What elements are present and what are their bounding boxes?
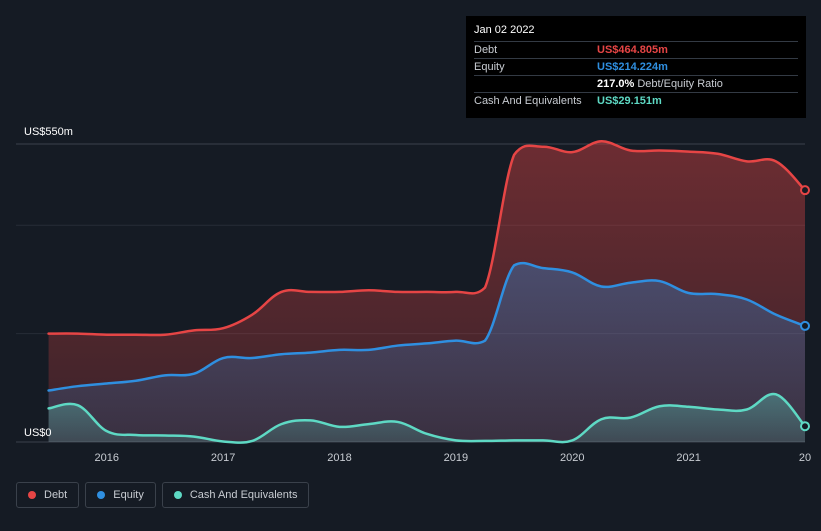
cash-end-marker [800, 421, 810, 432]
y-tick-label: US$0 [24, 427, 52, 439]
legend-item-debt[interactable]: Debt [16, 482, 80, 508]
tooltip-debt-value: US$464.805m [597, 44, 668, 56]
tooltip-row-debt: Debt US$464.805m [474, 41, 798, 59]
debt-line [47, 140, 807, 337]
legend-item-equity[interactable]: Equity [85, 482, 156, 508]
tooltip-date: Jan 02 2022 [474, 24, 535, 36]
x-tick-label: 2021 [676, 452, 700, 464]
chart-legend: Debt Equity Cash And Equivalents [16, 482, 310, 510]
tooltip-label: Debt [474, 44, 498, 56]
legend-label-equity: Equity [113, 489, 144, 501]
series-areas [48, 141, 805, 443]
tooltip-label: Equity [474, 61, 505, 73]
end-markers [800, 185, 810, 432]
cash-line [47, 392, 807, 444]
debt-end-marker [800, 185, 810, 196]
legend-label-debt: Debt [44, 489, 68, 501]
equity-line [47, 261, 807, 392]
axes: US$550m US$0 2016 2017 2018 2019 2020 2021 20 [24, 126, 811, 464]
tooltip-row-cash: Cash And Equivalents US$29.151m [474, 92, 798, 110]
equity-end-marker [800, 320, 810, 331]
tooltip-equity-value: US$214.224m [597, 61, 668, 73]
tooltip-ratio-suffix: Debt/Equity Ratio [637, 78, 723, 90]
y-tick-label: US$550m [24, 126, 73, 138]
x-tick-label: 2018 [327, 452, 351, 464]
x-tick-label: 20 [799, 452, 811, 464]
series-lines [47, 140, 807, 444]
debt-dot-icon [28, 491, 36, 499]
x-tick-label: 2016 [95, 452, 119, 464]
x-tick-label: 2020 [560, 452, 584, 464]
legend-label-cash: Cash And Equivalents [189, 489, 298, 501]
tooltip-cash-value: US$29.151m [597, 95, 662, 107]
tooltip-ratio-value: 217.0% [597, 78, 635, 90]
tooltip-row-ratio: 217.0% Debt/Equity Ratio [474, 75, 798, 93]
legend-item-cash[interactable]: Cash And Equivalents [161, 482, 310, 508]
tooltip-label: Cash And Equivalents [474, 95, 582, 107]
equity-area [48, 263, 805, 442]
cash-area [48, 393, 805, 443]
equity-dot-icon [97, 491, 106, 499]
tooltip-row-equity: Equity US$214.224m [474, 58, 798, 76]
hover-tooltip: Jan 02 2022 Debt US$464.805m Equity US$2… [466, 16, 806, 118]
x-tick-label: 2017 [211, 452, 235, 464]
x-tick-label: 2019 [444, 452, 468, 464]
tooltip-ratio: 217.0% Debt/Equity Ratio [597, 78, 723, 90]
cash-dot-icon [173, 491, 182, 499]
